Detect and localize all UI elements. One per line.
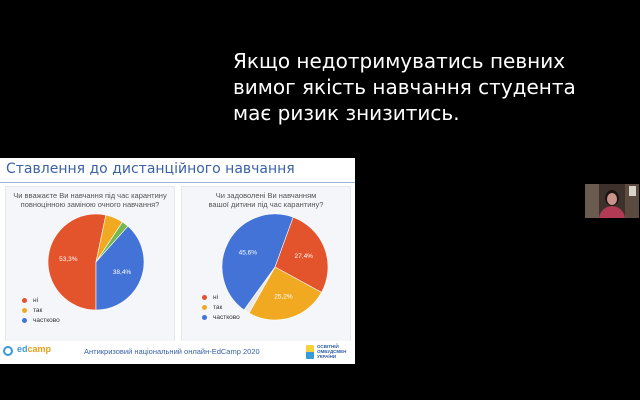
title-divider bbox=[0, 182, 355, 183]
chart-left-question-line-2: повноцінною заміною очного навчання? bbox=[20, 200, 160, 209]
chart-left-question: Чи вважаєте Ви навчання під час карантин… bbox=[6, 191, 174, 209]
chart-right-question-line-2: вашої дитини під час карантину? bbox=[208, 200, 324, 209]
legend-label-no: ні bbox=[33, 296, 39, 304]
legend-label-yes: так bbox=[213, 303, 223, 311]
pie-data-label: 25,2% bbox=[274, 294, 293, 301]
legend-dot-partly bbox=[22, 317, 27, 323]
pie-slice-ні bbox=[47, 213, 107, 311]
legend-dot-no bbox=[202, 294, 207, 300]
legend-dot-no bbox=[22, 297, 27, 303]
pie-data-label: 27,4% bbox=[295, 253, 314, 260]
legend-label-no: ні bbox=[213, 293, 219, 301]
legend-label-yes: так bbox=[33, 306, 43, 314]
caption-line-3: має ризик знизитись. bbox=[233, 101, 460, 125]
webcam-thumbnail[interactable] bbox=[585, 184, 639, 218]
edcamp-logo: edcamp bbox=[3, 344, 51, 360]
ombudsman-logo-line-3: УКРАЇНИ bbox=[317, 354, 337, 359]
ombudsman-logo: ОСВІТНІЙ ОМБУДСМЕН УКРАЇНИ bbox=[306, 343, 354, 363]
ombudsman-logo-text: ОСВІТНІЙ ОМБУДСМЕН УКРАЇНИ bbox=[317, 344, 346, 359]
pie-slice-так bbox=[248, 266, 322, 321]
caption-text: Якщо недотримуватись певних вимог якість… bbox=[233, 48, 576, 126]
pie-data-label: 38,4% bbox=[113, 269, 132, 276]
pie-data-label: 53,3% bbox=[59, 256, 78, 263]
legend-right: ні так частково bbox=[202, 292, 240, 322]
legend-left: ні так частково bbox=[22, 295, 60, 325]
pie-data-label: 45,6% bbox=[239, 250, 258, 257]
legend-dot-partly bbox=[202, 314, 207, 320]
legend-label-partly: частково bbox=[33, 316, 60, 324]
footer-text: Антикризовий національний онлайн-EdCamp … bbox=[84, 347, 260, 356]
pie-chart-right: 27,4% 25,2% 45,6% bbox=[221, 213, 329, 321]
chart-right-question: Чи задоволені Ви навчанням вашої дитини … bbox=[182, 191, 350, 209]
legend-item-no: ні bbox=[22, 295, 60, 305]
legend-dot-yes bbox=[22, 307, 27, 313]
ombudsman-logo-line-1: ОСВІТНІЙ bbox=[317, 344, 339, 349]
pie-chart-left: 53,3% 38,4% bbox=[47, 213, 145, 311]
pie-slice-частково bbox=[95, 225, 145, 311]
legend-item-partly: частково bbox=[22, 315, 60, 325]
edcamp-logo-icon bbox=[3, 346, 13, 356]
pie-slice-частково bbox=[221, 213, 294, 311]
chart-left-question-line-1: Чи вважаєте Ви навчання під час карантин… bbox=[13, 191, 167, 200]
pie-slice-ні bbox=[274, 216, 329, 293]
shared-slide: Ставлення до дистанційного навчання Чи в… bbox=[0, 158, 355, 364]
slide-footer: edcamp Антикризовий національний онлайн-… bbox=[0, 341, 355, 364]
legend-dot-yes bbox=[202, 304, 207, 310]
webcam-video-icon bbox=[585, 184, 639, 218]
edcamp-logo-suffix: camp bbox=[27, 344, 52, 354]
chart-right-question-line-1: Чи задоволені Ви навчанням bbox=[215, 191, 317, 200]
legend-item-yes: так bbox=[22, 305, 60, 315]
legend-item-partly: частково bbox=[202, 312, 240, 322]
legend-item-yes: так bbox=[202, 302, 240, 312]
edcamp-logo-prefix: ed bbox=[17, 344, 28, 354]
caption-line-1: Якщо недотримуватись певних bbox=[233, 49, 566, 73]
chart-panel-left: Чи вважаєте Ви навчання під час карантин… bbox=[5, 186, 175, 342]
legend-item-no: ні bbox=[202, 292, 240, 302]
edcamp-logo-text: edcamp bbox=[17, 344, 51, 354]
chart-panel-right: Чи задоволені Ви навчанням вашої дитини … bbox=[181, 186, 351, 342]
ombudsman-logo-icon bbox=[306, 345, 314, 359]
legend-label-partly: частково bbox=[213, 313, 240, 321]
ombudsman-logo-line-2: ОМБУДСМЕН bbox=[317, 349, 347, 354]
slide-title: Ставлення до дистанційного навчання bbox=[6, 161, 295, 177]
caption-line-2: вимог якість навчання студента bbox=[233, 75, 576, 99]
